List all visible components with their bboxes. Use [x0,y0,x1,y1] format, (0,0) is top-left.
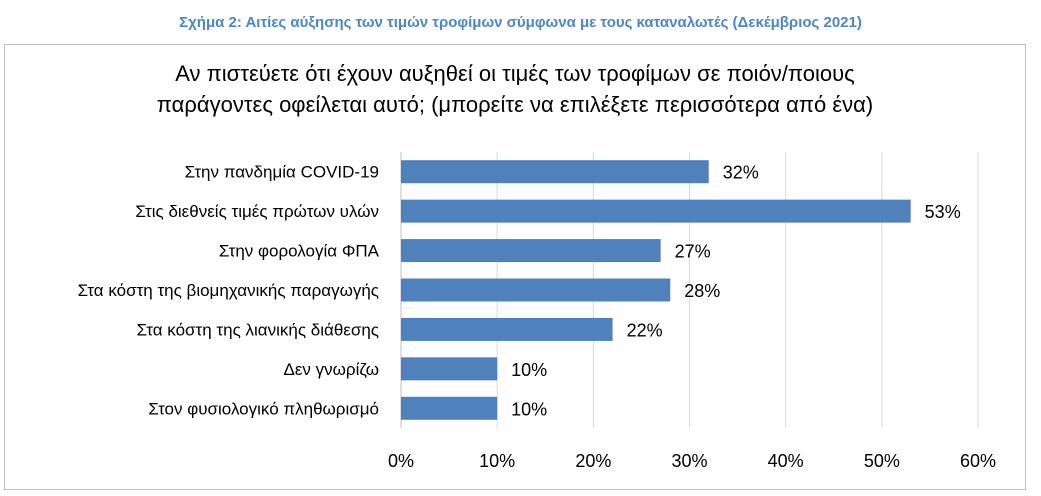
bar-6 [401,396,498,420]
category-label-4: Στα κόστη της λιανικής διάθεσης [137,320,379,339]
data-label-0: 32% [723,163,759,183]
x-tick-label-1: 10% [479,451,515,471]
bar-0 [401,160,709,184]
x-tick-label-2: 20% [575,451,611,471]
category-label-5: Δεν γνωρίζω [283,360,379,379]
bar-3 [401,278,671,302]
figure-caption: Σχήμα 2: Αιτίες αύξησης των τιμών τροφίμ… [179,14,862,31]
category-label-6: Στον φυσιολογικό πληθωρισμό [148,399,379,418]
data-label-1: 53% [925,202,961,222]
bar-4 [401,317,613,341]
bar-5 [401,357,498,381]
data-label-6: 10% [511,399,547,419]
category-label-2: Στην φορολογία ΦΠΑ [219,242,380,261]
data-label-5: 10% [511,360,547,380]
data-label-4: 22% [627,320,663,340]
bar-1 [401,199,911,223]
data-label-3: 28% [684,281,720,301]
x-tick-label-5: 50% [864,451,900,471]
chart-title-line-2: παράγοντες οφείλεται αυτό; (μπορείτε να … [156,92,874,117]
data-label-2: 27% [675,242,711,262]
chart-title: Αν πιστεύετε ότι έχουν αυξηθεί οι τιμές … [4,58,1026,120]
x-tick-label-3: 30% [671,451,707,471]
x-tick-label-4: 40% [768,451,804,471]
chart-frame [4,44,1026,490]
x-tick-label-0: 0% [388,451,414,471]
category-label-1: Στις διεθνείς τιμές πρώτων υλών [135,202,379,221]
x-tick-label-6: 60% [960,451,996,471]
category-label-3: Στα κόστη της βιομηχανικής παραγωγής [78,281,379,300]
category-label-0: Στην πανδημία COVID-19 [185,163,379,182]
bar-2 [401,239,661,263]
chart-title-line-1: Αν πιστεύετε ότι έχουν αυξηθεί οι τιμές … [175,61,855,86]
